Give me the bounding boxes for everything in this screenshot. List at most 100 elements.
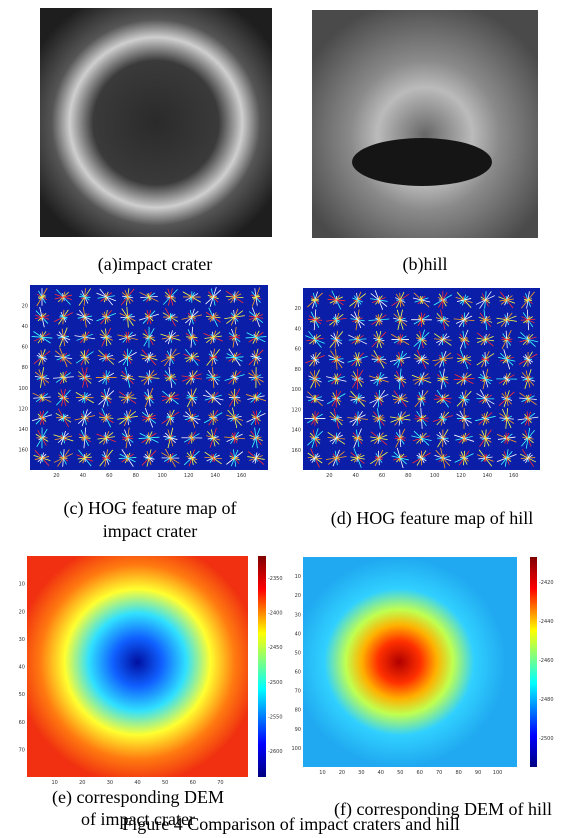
- y-tick-label: 90: [295, 727, 301, 733]
- hog-glyph: [185, 352, 198, 363]
- dem-map-hill: [303, 557, 517, 767]
- x-tick-label: 60: [379, 473, 385, 479]
- hog-glyph: [477, 335, 494, 344]
- hog-glyph: [99, 432, 114, 444]
- hog-glyph: [438, 417, 447, 420]
- y-tick-label: 100: [291, 387, 301, 393]
- x-tick-label: 140: [210, 473, 220, 479]
- hog-glyph: [96, 292, 117, 302]
- hog-glyph: [206, 431, 220, 445]
- hog-glyph: [254, 427, 258, 449]
- hog-glyph: [503, 376, 511, 382]
- panel-caption: (d) HOG feature map of hill: [331, 508, 533, 529]
- hog-glyph: [372, 389, 386, 408]
- hog-glyph: [417, 329, 426, 350]
- hog-glyph: [102, 456, 111, 460]
- x-tick-label: 40: [378, 770, 384, 776]
- hog-glyph: [478, 376, 493, 382]
- hog-glyph: [374, 457, 383, 459]
- hog-glyph: [102, 387, 110, 408]
- hog-glyph: [433, 397, 452, 400]
- hog-glyph: [376, 372, 382, 386]
- hog-glyph: [165, 373, 176, 382]
- hog-glyph: [525, 427, 531, 449]
- hog-glyph: [188, 435, 196, 441]
- colorbar-tick-label: -2450: [268, 645, 283, 651]
- hog-glyph: [355, 335, 361, 344]
- y-tick-label: 10: [295, 574, 301, 580]
- hog-glyph: [82, 434, 88, 442]
- hog-glyph: [417, 396, 426, 401]
- y-tick-label: 140: [291, 428, 301, 434]
- hog-glyph: [208, 414, 219, 421]
- hog-glyph: [146, 310, 152, 325]
- colorbar-tick-label: -2350: [268, 576, 283, 582]
- x-tick-label: 60: [190, 780, 196, 786]
- x-tick-label: 120: [456, 473, 466, 479]
- colorbar-tick-label: -2600: [268, 749, 283, 755]
- hog-glyph: [521, 372, 535, 386]
- x-tick-label: 80: [405, 473, 411, 479]
- hog-glyph: [146, 351, 152, 363]
- colorbar-tick-label: -2460: [539, 658, 554, 664]
- y-tick-label: 20: [295, 593, 301, 599]
- hog-glyph: [206, 331, 221, 343]
- hog-glyph: [102, 412, 110, 423]
- hog-glyph: [34, 371, 50, 384]
- hog-glyph: [254, 452, 258, 464]
- x-tick-label: 50: [162, 780, 168, 786]
- hog-glyph: [355, 352, 361, 367]
- hog-glyph: [143, 456, 155, 460]
- hog-glyph: [484, 453, 487, 463]
- hog-glyph: [453, 377, 475, 381]
- hog-glyph: [438, 333, 448, 346]
- hog-glyph: [456, 413, 472, 424]
- hog-glyph: [143, 370, 155, 385]
- y-tick-label: 20: [22, 304, 28, 310]
- x-tick-label: 70: [436, 770, 442, 776]
- hog-glyph: [81, 334, 89, 341]
- hog-glyph: [60, 430, 66, 445]
- x-tick-label: 10: [51, 780, 57, 786]
- hog-glyph: [225, 356, 244, 359]
- hog-glyph: [505, 432, 508, 444]
- hog-glyph: [370, 434, 388, 442]
- y-tick-label: 120: [18, 406, 28, 412]
- hog-glyph: [525, 394, 531, 403]
- hog-glyph: [436, 434, 450, 443]
- x-tick-label: 40: [134, 780, 140, 786]
- hog-glyph: [311, 298, 319, 302]
- hog-glyph: [525, 452, 531, 464]
- hog-glyph: [167, 288, 174, 306]
- hog-glyph: [480, 315, 491, 324]
- y-tick-label: 20: [295, 306, 301, 312]
- hog-glyph: [501, 393, 512, 405]
- panel-caption: impact crater: [103, 521, 197, 541]
- hog-glyph: [350, 455, 365, 461]
- y-tick-label: 30: [19, 637, 25, 643]
- hog-glyph: [414, 417, 429, 420]
- hog-glyph: [38, 294, 46, 300]
- hog-glyph: [59, 372, 67, 383]
- hog-glyph: [309, 371, 321, 387]
- colorbar-tick-label: -2500: [268, 680, 283, 686]
- hog-glyph: [481, 414, 490, 423]
- x-tick-label: 20: [339, 770, 345, 776]
- hog-glyph: [330, 350, 343, 369]
- x-tick-label: 100: [493, 770, 503, 776]
- hog-glyph: [311, 428, 319, 449]
- hog-glyph: [100, 329, 112, 345]
- x-tick-label: 100: [430, 473, 440, 479]
- hog-glyph: [375, 314, 383, 325]
- hog-glyph: [245, 336, 267, 339]
- hog-glyph: [374, 414, 384, 423]
- y-tick-label: 50: [295, 650, 301, 656]
- x-tick-label: 120: [184, 473, 194, 479]
- hog-glyph: [253, 394, 259, 401]
- hog-glyph: [396, 309, 404, 330]
- hog-glyph: [230, 290, 240, 304]
- hog-glyph: [209, 312, 217, 322]
- hog-glyph: [252, 411, 260, 425]
- x-tick-label: 20: [79, 780, 85, 786]
